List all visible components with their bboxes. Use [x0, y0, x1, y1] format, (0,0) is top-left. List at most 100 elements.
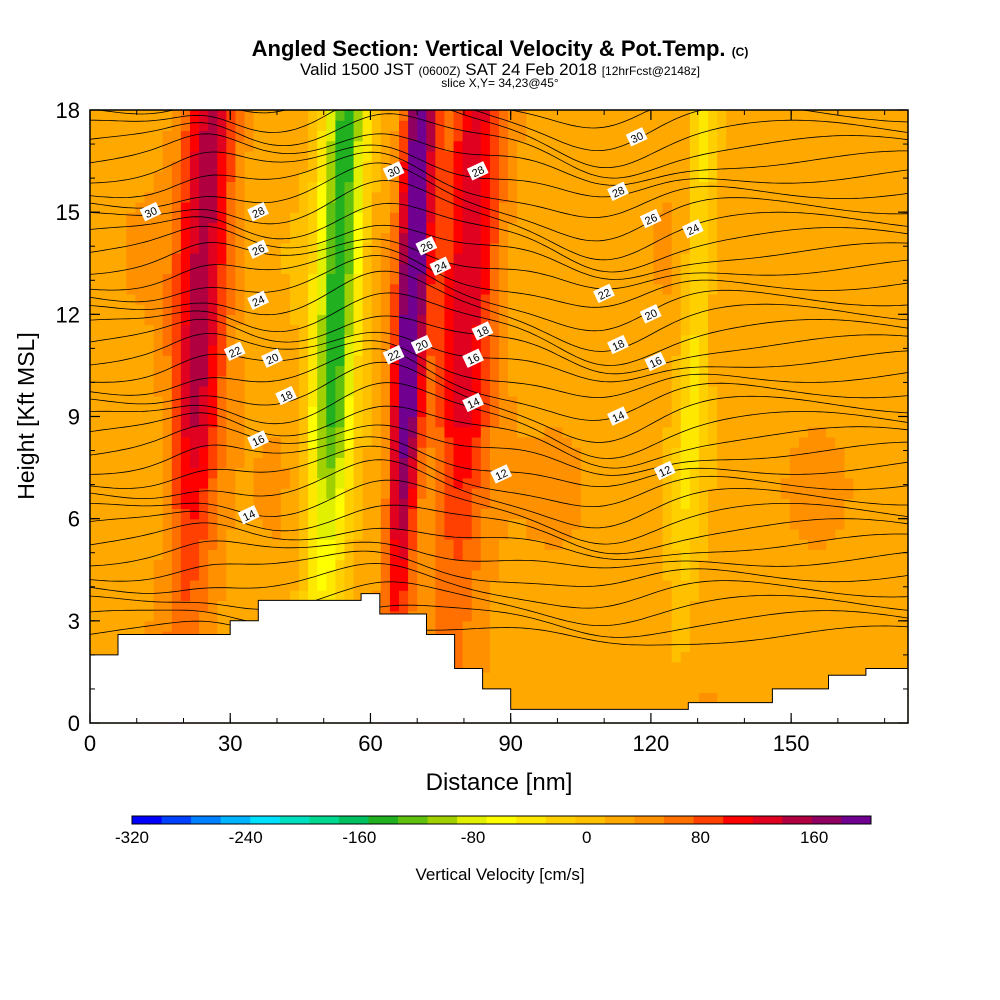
velocity-cell	[471, 467, 482, 479]
velocity-cell	[508, 161, 518, 172]
velocity-cell	[99, 549, 109, 561]
velocity-cell	[508, 334, 518, 346]
velocity-cell	[117, 518, 127, 530]
velocity-cell	[162, 518, 173, 530]
velocity-cell	[508, 283, 518, 295]
velocity-cell	[462, 120, 473, 132]
velocity-cell	[662, 263, 673, 275]
velocity-cell	[344, 191, 355, 203]
velocity-cell	[444, 488, 455, 499]
velocity-cell	[489, 661, 500, 673]
velocity-cell	[308, 161, 318, 172]
velocity-cell	[744, 477, 755, 489]
velocity-cell	[817, 467, 827, 479]
velocity-cell	[762, 324, 773, 336]
velocity-cell	[280, 253, 291, 264]
velocity-cell	[753, 385, 764, 397]
velocity-cell	[271, 396, 282, 407]
velocity-cell	[717, 508, 727, 520]
velocity-cell	[644, 222, 655, 234]
velocity-cell	[126, 518, 137, 530]
velocity-cell	[726, 283, 736, 295]
velocity-cell	[689, 436, 700, 448]
velocity-cell	[162, 447, 173, 458]
velocity-cell	[698, 406, 709, 418]
velocity-cell	[171, 344, 182, 356]
velocity-cell	[99, 396, 109, 407]
velocity-cell	[289, 457, 300, 469]
velocity-cell	[580, 579, 591, 591]
velocity-cell	[371, 304, 382, 315]
velocity-cell	[335, 181, 346, 193]
velocity-cell	[744, 304, 755, 315]
velocity-cell	[362, 171, 373, 183]
velocity-cell	[808, 253, 818, 264]
velocity-cell	[417, 365, 427, 377]
velocity-cell	[308, 201, 318, 213]
velocity-cell	[717, 191, 727, 203]
velocity-cell	[771, 140, 782, 152]
velocity-cell	[626, 334, 636, 346]
velocity-cell	[689, 692, 700, 704]
velocity-cell	[726, 396, 736, 407]
velocity-cell	[253, 304, 264, 315]
velocity-cell	[335, 283, 346, 295]
velocity-cell	[471, 426, 482, 438]
velocity-cell	[362, 539, 373, 550]
velocity-cell	[471, 222, 482, 234]
velocity-cell	[744, 130, 755, 142]
velocity-cell	[280, 436, 291, 448]
velocity-cell	[135, 191, 146, 203]
velocity-cell	[817, 232, 827, 244]
velocity-cell	[726, 600, 736, 612]
velocity-cell	[99, 355, 109, 367]
velocity-cell	[399, 539, 409, 550]
velocity-cell	[653, 651, 664, 663]
velocity-cell	[689, 590, 700, 601]
velocity-cell	[608, 539, 618, 550]
velocity-cell	[780, 344, 791, 356]
velocity-cell	[189, 150, 200, 162]
velocity-cell	[90, 396, 100, 407]
velocity-cell	[117, 539, 127, 550]
velocity-cell	[289, 191, 300, 203]
velocity-cell	[426, 569, 436, 581]
velocity-cell	[135, 620, 146, 632]
velocity-cell	[662, 222, 673, 234]
velocity-cell	[717, 528, 727, 540]
velocity-cell	[553, 620, 564, 632]
velocity-cell	[471, 263, 482, 275]
velocity-cell	[708, 579, 718, 591]
velocity-cell	[762, 344, 773, 356]
velocity-cell	[171, 293, 182, 305]
velocity-cell	[653, 498, 664, 510]
velocity-cell	[780, 355, 791, 367]
velocity-cell	[744, 610, 755, 622]
velocity-cell	[480, 201, 491, 213]
velocity-cell	[480, 477, 491, 489]
velocity-cell	[353, 130, 364, 142]
velocity-cell	[280, 232, 291, 244]
velocity-cell	[153, 242, 164, 254]
velocity-cell	[708, 539, 718, 550]
velocity-cell	[417, 518, 427, 530]
velocity-cell	[744, 620, 755, 632]
velocity-cell	[462, 150, 473, 162]
velocity-cell	[808, 569, 818, 581]
velocity-cell	[698, 253, 709, 264]
velocity-cell	[299, 120, 309, 132]
velocity-cell	[408, 293, 418, 305]
velocity-cell	[589, 232, 600, 244]
velocity-cell	[517, 273, 527, 285]
velocity-cell	[626, 304, 636, 315]
velocity-cell	[798, 212, 809, 223]
velocity-cell	[480, 396, 491, 407]
velocity-cell	[489, 518, 500, 530]
velocity-cell	[326, 498, 336, 510]
velocity-cell	[617, 212, 627, 223]
velocity-cell	[517, 150, 527, 162]
velocity-cell	[653, 600, 664, 612]
velocity-cell	[808, 682, 818, 693]
velocity-cell	[789, 620, 800, 632]
velocity-cell	[662, 498, 673, 510]
